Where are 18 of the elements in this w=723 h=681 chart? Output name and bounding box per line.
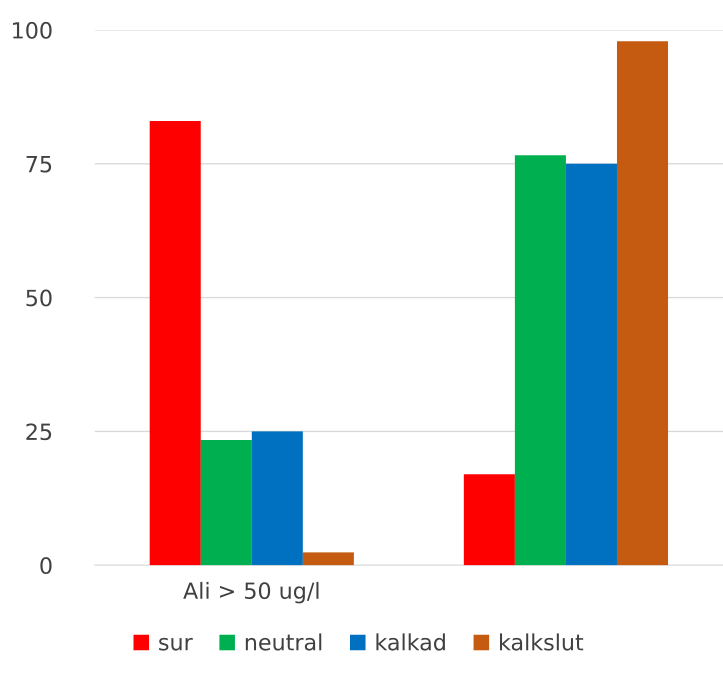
y-tick-label: 25: [26, 423, 52, 440]
legend-label: kalkslut: [500, 633, 584, 651]
bar: [566, 164, 617, 566]
bar: [150, 120, 201, 566]
bar: [464, 474, 515, 566]
bar: [252, 431, 303, 566]
y-tick-label: 100: [13, 22, 52, 39]
bar: [616, 41, 668, 566]
bar: [200, 440, 252, 566]
x-tick-label: Ali > 50 ug/l: [183, 582, 318, 604]
bar: [302, 552, 354, 566]
legend-label: neutral: [246, 633, 322, 651]
y-tick-label: 50: [26, 290, 52, 306]
legend-label: sur: [159, 638, 193, 651]
y-tick-label: 75: [26, 156, 52, 173]
y-tick-label: 0: [40, 557, 52, 574]
legend-label: kalkad: [376, 633, 445, 651]
bar: [514, 155, 566, 566]
